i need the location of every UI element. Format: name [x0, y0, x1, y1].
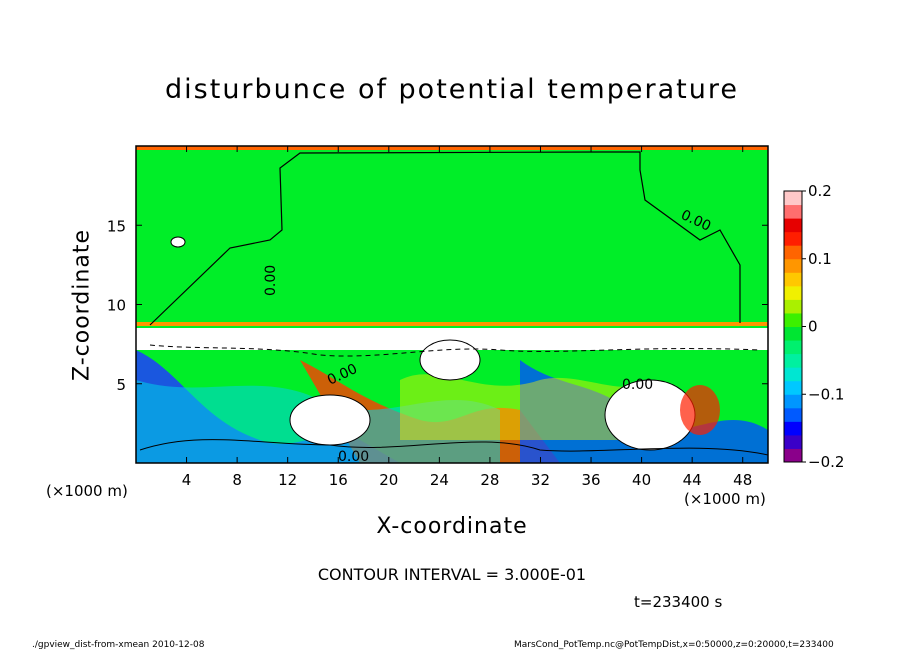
colorbar-swatch: [784, 367, 802, 382]
chart-title: disturbunce of potential temperature: [165, 74, 739, 105]
x-tick-label: 4: [182, 471, 192, 489]
x-axis-label: X-coordinate: [376, 514, 528, 539]
colorbar-swatch: [784, 448, 802, 463]
turbulent-yellow: [400, 374, 660, 440]
x-tick-label: 20: [379, 471, 398, 489]
colorbar-swatch: [784, 353, 802, 368]
colorbar-tick-label: −0.1: [808, 385, 844, 403]
white-band: [136, 328, 768, 350]
contour-label: 0.00: [338, 449, 369, 465]
contour-label: 0.00: [622, 377, 653, 393]
y-tick-label: 10: [107, 297, 126, 315]
warm-cell-1: [289, 394, 371, 446]
x-unit-left: (×1000 m): [46, 482, 128, 500]
colorbar-swatch: [784, 218, 802, 233]
upper-band: [136, 146, 768, 150]
colorbar-swatch: [784, 326, 802, 341]
y-tick-label: 5: [116, 376, 126, 394]
footer-left: ./gpview_dist-from-xmean 2010-12-08: [32, 640, 205, 650]
colorbar-tick-label: 0.1: [808, 250, 832, 268]
x-tick-label: 28: [480, 471, 499, 489]
small-feature: [170, 236, 186, 248]
colorbar-swatch: [784, 272, 802, 287]
dashed-contour: [149, 344, 761, 357]
colorbar-swatch: [784, 299, 802, 314]
colorbar-tick-label: 0: [808, 318, 818, 336]
colorbar: 0.2 0.1 0 −0.1 −0.2: [783, 182, 844, 471]
colorbar-tick-label: −0.2: [808, 453, 844, 471]
y-axis: 5 10 15: [107, 217, 768, 394]
x-unit-right: (×1000 m): [684, 490, 766, 508]
x-tick-label: 32: [531, 471, 550, 489]
colorbar-swatch: [784, 421, 802, 436]
colorbar-swatch: [784, 285, 802, 300]
colorbar-swatch: [784, 380, 802, 395]
x-tick-label: 8: [232, 471, 242, 489]
y-tick-label: 15: [107, 217, 126, 235]
colorbar-swatch: [784, 340, 802, 355]
colorbar-swatch: [784, 258, 802, 273]
turbulent-blue-2: [520, 360, 768, 463]
colorbar-swatch: [784, 191, 802, 206]
x-tick-label: 36: [581, 471, 600, 489]
x-tick-label: 16: [329, 471, 348, 489]
colorbar-swatch: [784, 407, 802, 422]
colorbar-tick-label: 0.2: [808, 182, 832, 200]
zero-contour-lower: [139, 439, 768, 456]
colorbar-swatch: [784, 434, 802, 449]
colorbar-swatch: [784, 204, 802, 219]
colorbar-swatch: [784, 312, 802, 327]
footer-right: MarsCond_PotTemp.nc@PotTempDist,x=0:5000…: [514, 640, 834, 650]
contour-label: 0.00: [263, 265, 279, 296]
colorbar-swatch: [784, 245, 802, 260]
x-tick-label: 48: [733, 471, 752, 489]
x-axis: 4 8 12 16 20 24 28 32 36 40 44 48: [182, 146, 752, 489]
x-tick-label: 12: [278, 471, 297, 489]
x-tick-label: 44: [683, 471, 702, 489]
contour-interval: CONTOUR INTERVAL = 3.000E-01: [317, 565, 587, 584]
y-axis-label: Z-coordinate: [69, 229, 95, 381]
time-label: t=233400 s: [634, 593, 723, 611]
x-tick-label: 24: [430, 471, 449, 489]
colorbar-swatch: [784, 231, 802, 246]
colorbar-swatch: [784, 394, 802, 409]
zero-contour-upper: [149, 151, 741, 326]
red-cell: [680, 385, 720, 435]
warm-cell-3: [419, 339, 481, 381]
x-tick-label: 40: [632, 471, 651, 489]
stripe-band: [136, 322, 768, 326]
